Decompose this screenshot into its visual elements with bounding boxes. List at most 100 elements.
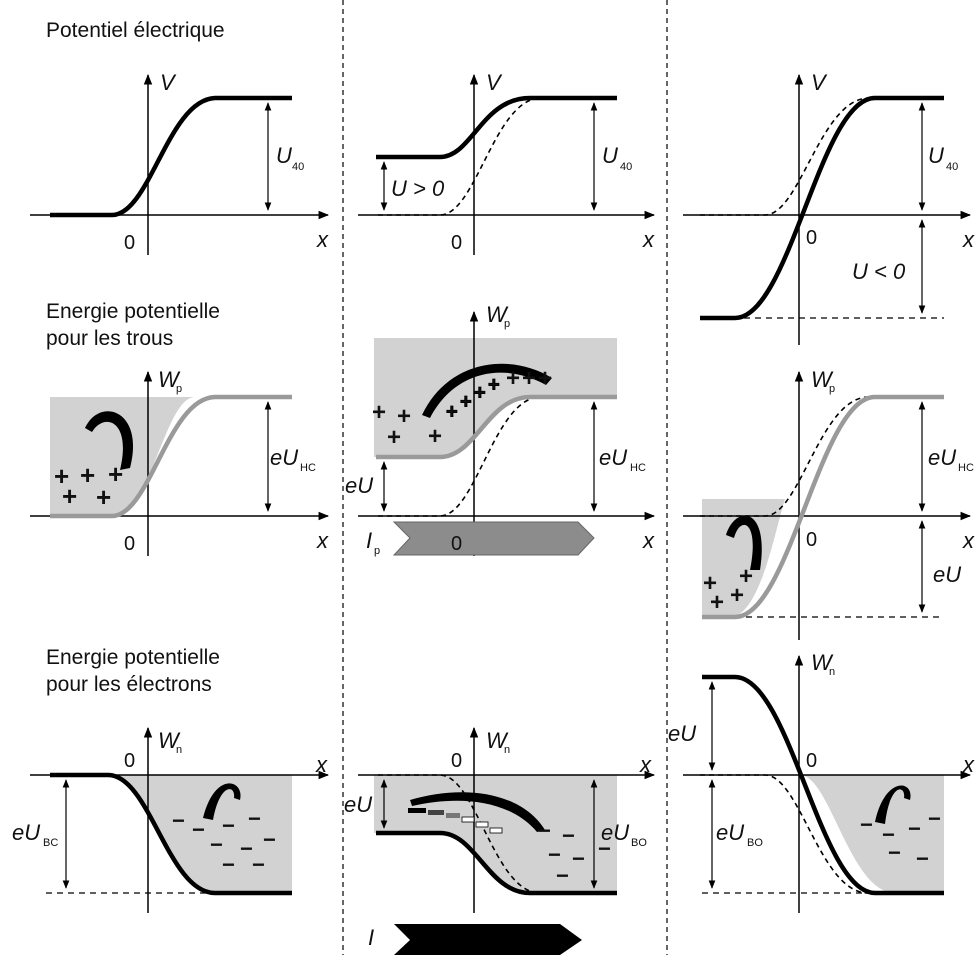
eu-label: eU — [599, 445, 627, 470]
x-axis-label: x — [962, 227, 975, 252]
plus-sign: + — [488, 374, 500, 396]
x-axis-label: x — [316, 528, 329, 553]
title-electrons-line1: Energie potentielle — [46, 646, 220, 669]
minus-sign: − — [916, 846, 929, 871]
minus-sign: − — [556, 863, 569, 888]
plus-sign: + — [710, 589, 724, 616]
plus-sign: + — [460, 391, 472, 413]
origin-label: 0 — [806, 750, 817, 772]
diffusion-arrow-curved — [85, 411, 134, 470]
x-axis-label: x — [639, 752, 652, 777]
energy-curve — [702, 674, 944, 896]
electron-current-arrow — [394, 924, 582, 955]
diffusion-arrow-curved — [203, 783, 241, 820]
minus-sign: − — [888, 840, 901, 865]
potential-panel-forward-bias: V x 0 U > 0 U 40 — [358, 70, 656, 255]
x-axis-label: x — [315, 752, 328, 777]
minus-sign: − — [928, 806, 941, 831]
v-axis-label: V — [486, 70, 503, 95]
u-label: U — [602, 143, 618, 168]
plus-sign: + — [522, 365, 536, 392]
eu-bias-label: eU — [345, 473, 373, 498]
holes-plus-signs: + + + + + — [54, 459, 123, 512]
v-axis-label: V — [160, 70, 177, 95]
wp-axis-label: W — [158, 367, 181, 392]
electrons-panel-equilibrium: − − − − − − − − − W n x 0 eU BC — [12, 726, 330, 913]
band-fill — [110, 775, 292, 893]
energy-curve-gray — [376, 394, 617, 460]
wp-axis-subscript: p — [504, 318, 510, 330]
eu-subscript: BC — [43, 837, 58, 849]
eu-subscript: BO — [747, 837, 763, 849]
energy-curve-gray — [702, 394, 944, 620]
origin-label: 0 — [806, 227, 817, 249]
wn-axis-subscript: n — [176, 744, 182, 756]
blocked-arrow-curved — [726, 515, 762, 570]
minus-sign: − — [172, 808, 185, 833]
diffusion-arrow-curved — [422, 363, 552, 418]
reference-curve-dashed — [700, 97, 869, 216]
electrons-minus-signs: − − − − − − — [538, 818, 611, 888]
electron-current-trail — [408, 808, 503, 834]
origin-label: 0 — [451, 232, 462, 254]
eu-label: eU — [928, 445, 956, 470]
electrons-minus-signs: − − − − − − − − − — [172, 806, 276, 877]
x-axis-label: x — [316, 227, 329, 252]
in-label: I — [368, 925, 374, 950]
u-negative-label: U < 0 — [852, 259, 906, 284]
energy-curve-gray — [50, 394, 292, 519]
energy-curve — [376, 830, 617, 896]
x-axis-label: x — [642, 227, 655, 252]
x-axis-label: x — [642, 528, 655, 553]
origin-label: 0 — [124, 750, 135, 772]
wn-axis-label: W — [158, 728, 181, 753]
ip-subscript: p — [374, 545, 380, 557]
minus-sign: − — [248, 806, 261, 831]
diffusion-arrow-curved — [410, 792, 545, 832]
minus-sign: − — [882, 822, 895, 847]
minus-sign: − — [572, 846, 585, 871]
wn-axis-label: W — [811, 650, 834, 675]
origin-label: 0 — [124, 232, 135, 254]
ip-label: I — [366, 528, 372, 553]
hole-current-arrow — [392, 521, 595, 556]
potential-curve — [700, 95, 944, 321]
plus-sign: + — [54, 461, 69, 491]
minus-sign: − — [222, 813, 235, 838]
title-potentiel-electrique: Potentiel électrique — [46, 19, 225, 42]
plus-sign: + — [474, 382, 486, 404]
holes-plus-signs: + + + + — [703, 563, 753, 616]
minus-sign: − — [192, 817, 205, 842]
plus-sign: + — [96, 482, 111, 512]
x-axis-label: x — [962, 528, 975, 553]
minus-sign: − — [548, 842, 561, 867]
band-fill — [702, 499, 785, 617]
eu-bias-label: eU — [344, 792, 372, 817]
eu-label: eU — [601, 820, 629, 845]
plus-sign: + — [387, 424, 401, 451]
wn-axis-subscript: n — [504, 744, 510, 756]
holes-panel-forward-bias: + + + + + + + + + + + W p x 0 eU eU HC I… — [345, 302, 656, 557]
minus-sign: − — [908, 816, 921, 841]
electrons-panel-forward-bias: − − − − − − W n x 0 eU eU BO I — [344, 726, 656, 955]
minus-sign: − — [263, 827, 276, 852]
potential-curve — [376, 95, 617, 160]
potential-panel-reverse-bias: V x 0 U < 0 U 40 — [683, 70, 975, 345]
minus-sign: − — [562, 823, 575, 848]
potential-panel-equilibrium: V x 0 U 40 — [30, 70, 330, 255]
electrons-minus-signs: − − − − − − — [860, 806, 941, 871]
title-holes-line2: pour les trous — [46, 327, 173, 350]
u-subscript: 40 — [292, 161, 304, 173]
eu-subscript: HC — [958, 462, 974, 474]
minus-sign: − — [240, 836, 253, 861]
wn-axis-label: W — [486, 728, 509, 753]
wp-axis-label: W — [811, 367, 834, 392]
plus-sign: + — [538, 365, 552, 392]
eu-subscript: HC — [630, 462, 646, 474]
origin-label: 0 — [124, 533, 135, 555]
holes-panel-reverse-bias: + + + + W p x 0 eU HC eU — [683, 367, 975, 640]
band-fill — [800, 775, 944, 893]
electrons-panel-reverse-bias: − − − − − − W n x 0 eU eU BO — [668, 650, 975, 913]
